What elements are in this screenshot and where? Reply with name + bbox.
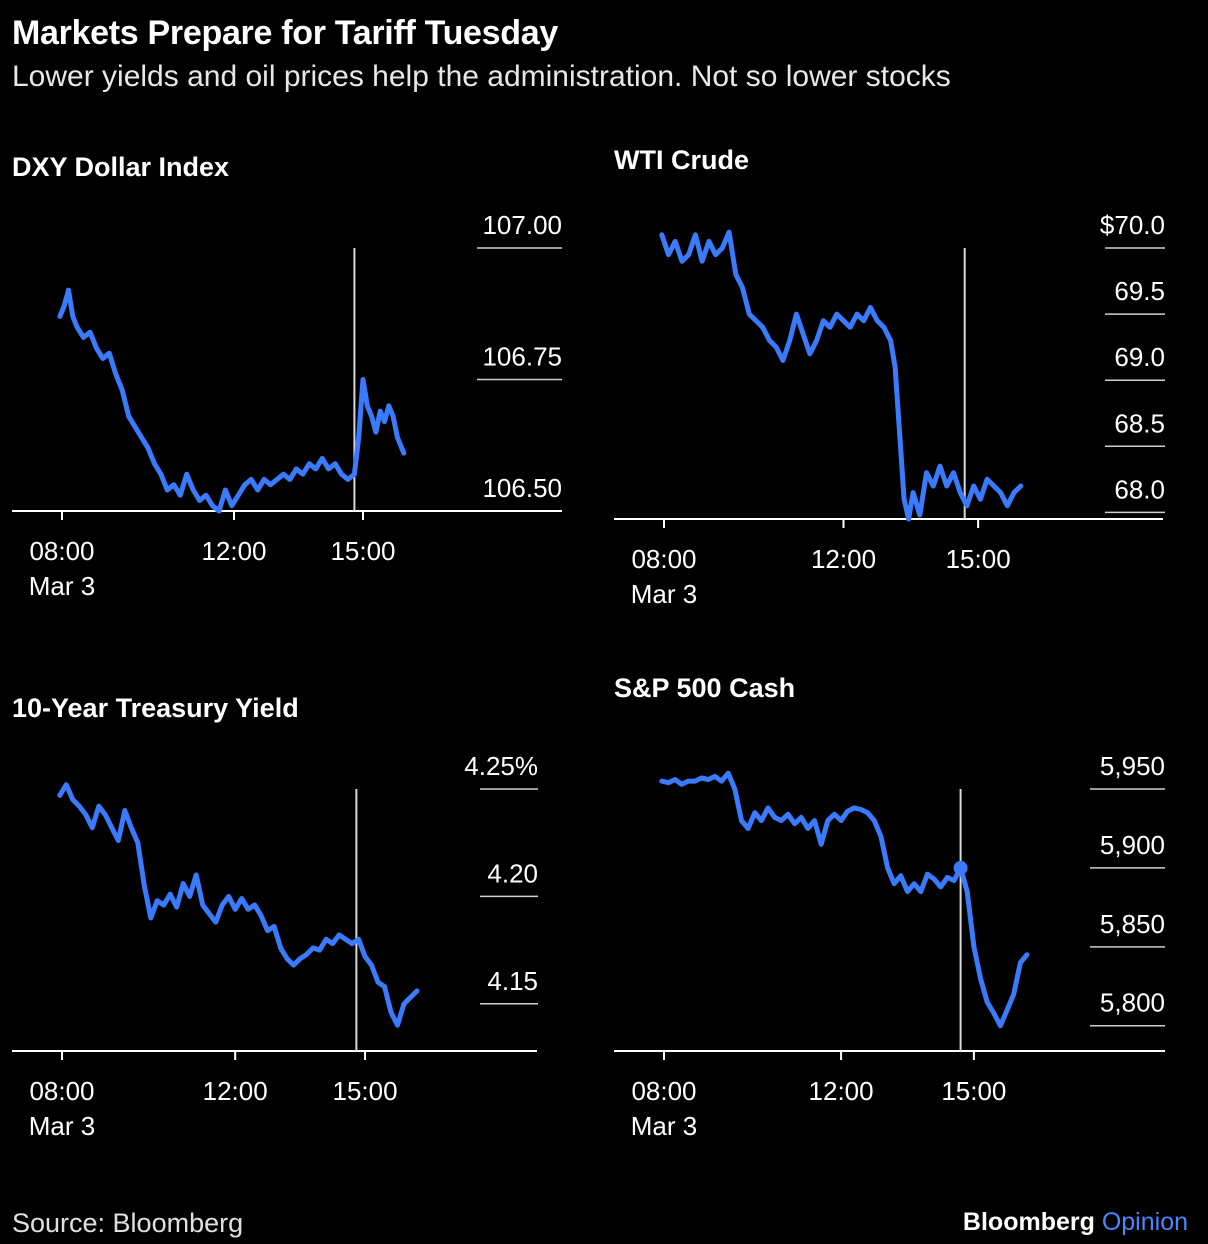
x-tick-label: 15:00 — [946, 544, 1011, 574]
x-tick-label: 12:00 — [203, 1076, 268, 1106]
source-note: Source: Bloomberg — [12, 1208, 244, 1238]
x-tick-label: 08:00 — [29, 536, 94, 566]
x-sublabel: Mar 3 — [29, 571, 95, 601]
series-line — [659, 229, 1024, 522]
x-tick-label: 12:00 — [201, 536, 266, 566]
x-sublabel: Mar 3 — [631, 579, 697, 609]
x-sublabel: Mar 3 — [631, 1111, 697, 1141]
y-tick-label: 106.75 — [482, 342, 562, 372]
y-tick-label: 5,900 — [1100, 830, 1165, 860]
y-tick-label: 4.25% — [464, 751, 538, 781]
x-tick-label: 08:00 — [631, 544, 696, 574]
brand-logo: Bloomberg Opinion — [963, 1208, 1188, 1237]
y-tick-label: 4.15 — [487, 966, 538, 996]
brand-name: Bloomberg — [962, 1208, 1095, 1236]
y-tick-label: 107.00 — [482, 210, 562, 240]
panel-title-wti: WTI Crude — [614, 145, 749, 175]
x-tick-label: 12:00 — [809, 1076, 874, 1106]
chart-title: Markets Prepare for Tariff Tuesday — [12, 14, 558, 52]
series-line — [659, 770, 1030, 1029]
marker-dot — [953, 860, 968, 875]
y-tick-label: 5,850 — [1100, 909, 1165, 939]
y-tick-label: 106.50 — [482, 473, 562, 503]
y-tick-label: 69.5 — [1114, 276, 1165, 306]
chart-subtitle: Lower yields and oil prices help the adm… — [12, 60, 951, 93]
panel-title-dxy: DXY Dollar Index — [12, 152, 230, 182]
x-tick-label: 15:00 — [330, 536, 395, 566]
series-line — [57, 782, 420, 1028]
y-tick-label: 5,950 — [1100, 751, 1165, 781]
x-tick-label: 08:00 — [631, 1076, 696, 1106]
panel-title-spx: S&P 500 Cash — [614, 673, 796, 703]
y-tick-label: 68.5 — [1114, 408, 1165, 438]
y-tick-label: 69.0 — [1114, 342, 1165, 372]
x-tick-label: 12:00 — [811, 544, 876, 574]
x-tick-label: 15:00 — [941, 1076, 1006, 1106]
y-tick-label: 4.20 — [487, 858, 538, 888]
y-tick-label: $70.0 — [1100, 210, 1165, 240]
y-tick-label: 68.0 — [1114, 474, 1165, 504]
series-line — [57, 287, 407, 514]
x-sublabel: Mar 3 — [29, 1111, 95, 1141]
panel-title-treasury: 10-Year Treasury Yield — [12, 693, 299, 723]
y-tick-label: 5,800 — [1100, 988, 1165, 1018]
brand-suffix: Opinion — [1101, 1208, 1188, 1236]
x-tick-label: 15:00 — [333, 1076, 398, 1106]
x-tick-label: 08:00 — [29, 1076, 94, 1106]
